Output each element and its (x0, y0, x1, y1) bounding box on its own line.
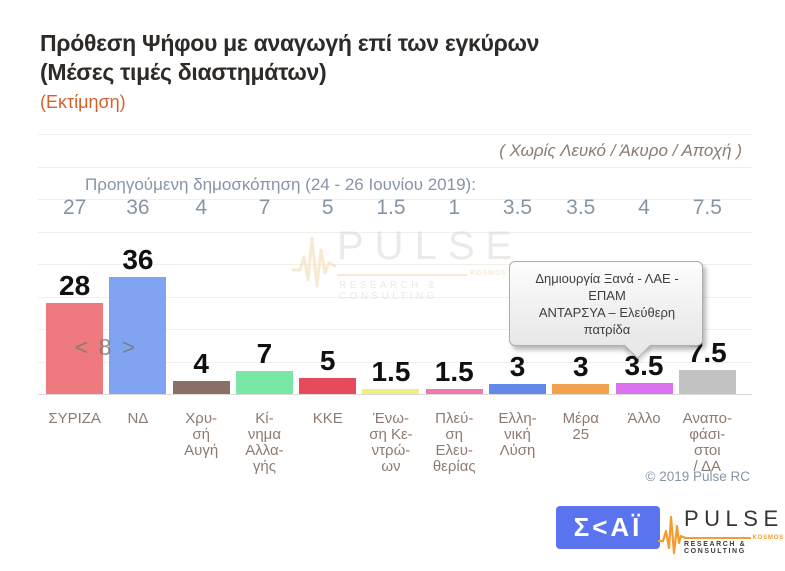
chart-gridlines (38, 134, 752, 395)
pulse-logo-line (684, 537, 751, 539)
bar (488, 384, 546, 394)
previous-value: 36 (126, 196, 150, 219)
pulse-logo: PULSE KOSMOS RESEARCH & CONSULTING (658, 504, 785, 562)
previous-value: 1.5 (376, 196, 406, 219)
bar-column: 4 (170, 349, 233, 394)
bar-value-label: 7 (256, 338, 273, 370)
category-label: Χρυ-σή Αυγή (184, 410, 219, 459)
bar (109, 277, 167, 394)
bar-column: 5 (296, 344, 359, 394)
pulse-watermark: PULSE KOSMOS RESEARCH & CONSULTING (291, 224, 513, 302)
pulse-logo-subtext: RESEARCH & CONSULTING (684, 541, 747, 555)
exclusion-note: ( Χωρίς Λευκό / Άκυρο / Αποχή ) (499, 141, 742, 160)
bars-row: 28 36 4 7 5 1.5 1.5 3 3 3.5 7.5 (43, 134, 739, 394)
bar (46, 303, 104, 394)
bar-value-label: 1.5 (434, 356, 474, 388)
bar (172, 381, 230, 394)
category-label: Ένω-ση Κε-ντρώ-ων (369, 410, 413, 475)
previous-value: 4 (638, 196, 650, 219)
gridline-80 (38, 134, 752, 135)
bar-value-label: 1.5 (371, 356, 411, 388)
page-title-line1: Πρόθεση Ψήφου με αναγωγή επί των εγκύρων (40, 30, 540, 56)
previous-value: 3.5 (566, 196, 596, 219)
callout-line1: Δημιουργία Ξανά - ΛΑΕ - ΕΠΑΜ (535, 271, 679, 303)
previous-value: 3.5 (502, 196, 533, 219)
skai-logo: Σ<ΑΪ (556, 506, 660, 549)
category-label: Μέρα 25 (562, 410, 599, 443)
bar-column: 3.5 (612, 349, 675, 394)
gridline-30 (38, 296, 752, 298)
watermark-line (337, 274, 467, 276)
pulse-waveform-icon (291, 236, 337, 288)
bar (235, 371, 293, 394)
bar-value-label: 36 (122, 244, 154, 275)
pulse-logo-text: PULSE (684, 506, 784, 531)
bar-column: 1.5 (359, 357, 422, 394)
gridline-70 (38, 166, 752, 168)
copyright: © 2019 Pulse RC (645, 469, 751, 484)
bar-value-label: 28 (59, 270, 91, 301)
category-label: Άλλο (627, 410, 661, 427)
callout-line2: ΑΝΤΑΡΣΥΑ – Ελεύθερη πατρίδα (538, 305, 676, 337)
bar (678, 369, 736, 394)
category-label: ΣΥΡΙΖΑ (48, 410, 101, 427)
page-title-line2: (Μέσες τιμές διαστημάτων) (40, 59, 327, 85)
previous-poll-values-row: 27 36 4 7 5 1.5 1 3.5 3.5 4 7.5 (43, 196, 739, 220)
pulse-logo-smalltext: KOSMOS (752, 535, 784, 541)
bar (552, 384, 610, 394)
previous-value: 1 (448, 196, 461, 219)
bar-value-label: 3 (509, 351, 526, 383)
bar (362, 389, 420, 394)
watermark-smalltext: KOSMOS (470, 270, 508, 277)
bar-value-label: 3.5 (624, 349, 664, 381)
bar (615, 382, 673, 394)
gridline-10 (38, 361, 752, 363)
category-label: Πλεύ-ση Ελευ-θερίας (432, 410, 476, 475)
difference-annotation: < 8 > (74, 334, 138, 360)
watermark-text: PULSE (337, 224, 524, 268)
gridline-60 (38, 199, 752, 200)
category-label: ΝΔ (127, 410, 149, 427)
previous-value: 27 (62, 196, 87, 219)
other-parties-callout: Δημιουργία Ξανά - ΛΑΕ - ΕΠΑΜ ΑΝΤΑΡΣΥΑ – … (509, 261, 703, 359)
bar-column: 7.5 (676, 337, 739, 394)
bar (425, 389, 483, 394)
pulse-waveform-icon (658, 515, 686, 555)
category-label: Ελλη-νική Λύση (498, 410, 537, 459)
category-label: Κί-νημα Αλλα-γής (245, 410, 284, 475)
category-labels-row: ΣΥΡΙΖΑ ΝΔ Χρυ-σή Αυγή Κί-νημα Αλλα-γής ΚΚΕ Ένω-… (43, 411, 739, 475)
estimate-subtitle: (Εκτίμηση) (40, 92, 126, 112)
bar-column: 3 (486, 352, 549, 394)
previous-value: 4 (195, 196, 207, 219)
bar-value-label: 5 (319, 344, 336, 376)
bar-column: 28 (43, 271, 106, 394)
bar-column: 7 (233, 339, 296, 394)
previous-value: 7 (258, 196, 271, 219)
watermark-subtext: RESEARCH & CONSULTING (339, 280, 439, 302)
previous-value: 7.5 (692, 196, 722, 219)
previous-value: 5 (321, 196, 334, 219)
gridline-40 (38, 264, 752, 265)
bar-value-label: 4 (193, 348, 209, 379)
skai-logo-text: Σ<ΑΪ (573, 512, 643, 542)
bar-column: 36 (106, 245, 169, 394)
bar-value-label: 3 (572, 351, 589, 383)
bar-column: 3 (549, 352, 612, 394)
previous-poll-label: Προηγούμενη δημοσκόπηση (24 - 26 Ιουνίου… (85, 175, 476, 194)
bar (299, 377, 357, 394)
category-label: ΚΚΕ (312, 410, 343, 427)
gridline-20 (38, 329, 752, 330)
gridline-50 (38, 231, 752, 233)
gridline-0 (38, 394, 752, 395)
category-label: Αναπο-φάσι-στοι / ΔΑ (682, 410, 732, 475)
bar-column: 1.5 (423, 357, 486, 394)
